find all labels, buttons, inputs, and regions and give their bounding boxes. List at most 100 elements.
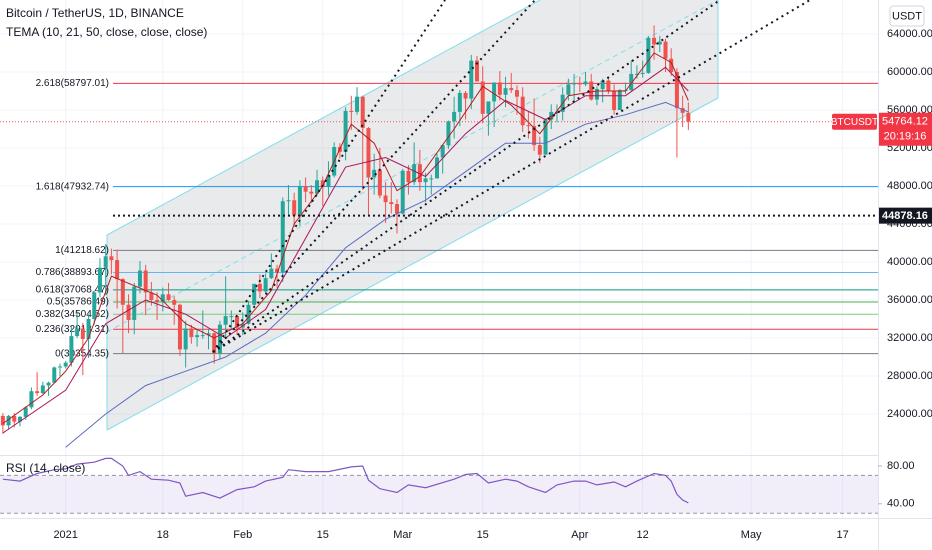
candle-body <box>417 164 422 183</box>
tema-lines <box>2 52 689 448</box>
currency-box[interactable] <box>889 5 925 27</box>
fib-label: 0.382(34504.52) <box>36 309 109 320</box>
candle-body <box>189 328 194 338</box>
fib-label: 0.5(35786.49) <box>47 297 109 308</box>
candle-body <box>115 260 120 280</box>
fib-label: 1.618(47932.74) <box>36 181 109 192</box>
candle-body <box>252 283 257 305</box>
candle-body <box>355 96 360 112</box>
y-tick-label: 36000.00 <box>887 294 932 306</box>
y-tick-label: 28000.00 <box>887 370 932 382</box>
x-tick-label: 18 <box>157 529 169 541</box>
candle-body <box>126 304 131 320</box>
candle-body <box>235 316 240 328</box>
candle-body <box>480 81 485 114</box>
candle-body <box>463 92 468 99</box>
candle-body <box>286 200 291 202</box>
y-tick-label: 32000.00 <box>887 332 932 344</box>
candle-body <box>246 304 251 324</box>
candle-body <box>435 157 440 179</box>
candle-body <box>492 82 497 102</box>
candle-body <box>349 110 354 112</box>
candle-body <box>606 80 611 91</box>
candle-body <box>223 316 228 325</box>
candle-body <box>514 90 519 97</box>
candles <box>0 25 691 434</box>
fib-label: 1(41218.62) <box>55 245 109 256</box>
candle-body <box>103 256 108 268</box>
candle-body <box>69 336 74 363</box>
candle-body <box>669 58 674 73</box>
trend-line <box>212 0 536 353</box>
candle-body <box>406 170 411 183</box>
candle-body <box>412 164 417 183</box>
y-tick-label: 40.00 <box>887 498 915 510</box>
tema-line <box>2 66 689 434</box>
candle-body <box>469 60 474 99</box>
candle-body <box>583 81 588 85</box>
candle-body <box>177 304 182 350</box>
candle-body <box>526 125 531 127</box>
candle-body <box>537 145 542 155</box>
y-tick-label: 60000.00 <box>887 66 932 78</box>
candle-body <box>629 73 634 91</box>
level-label: 44878.16 <box>882 210 928 222</box>
candle-body <box>109 256 114 261</box>
candle-body <box>543 119 548 155</box>
candle-body <box>497 82 502 95</box>
y-tick-label: 40000.00 <box>887 256 932 268</box>
candle-body <box>0 415 5 426</box>
candle-body <box>183 328 188 350</box>
x-tick-label: Mar <box>393 529 412 541</box>
candle-body <box>680 108 685 113</box>
candle-body <box>149 292 154 300</box>
x-tick-label: 2021 <box>53 529 77 541</box>
channel-top <box>106 0 541 236</box>
candle-body <box>200 335 205 337</box>
currency: USDT <box>892 10 922 22</box>
candle-body <box>217 324 222 354</box>
last-price-box <box>879 112 932 146</box>
candle-body <box>452 111 457 122</box>
axes: 2021 18 Feb 15 Mar 15 Apr 12 May 17 24000.00 28000.… <box>53 28 932 541</box>
candle-body <box>57 366 62 368</box>
fib-label: 0.786(38893.67) <box>36 267 109 278</box>
candle-body <box>132 286 137 320</box>
candle-body <box>634 73 639 75</box>
y-tick-label: 24000.00 <box>887 408 932 420</box>
candle-body <box>457 92 462 112</box>
candle-body <box>120 279 125 305</box>
fib-label: 2.618(58797.01) <box>36 78 109 89</box>
candle-body <box>275 268 280 273</box>
candle-body <box>440 145 445 158</box>
candle-body <box>212 333 217 354</box>
x-tick-label: 15 <box>477 529 489 541</box>
candle-body <box>617 90 622 110</box>
candle-body <box>309 191 314 194</box>
candle-body <box>155 299 160 302</box>
candle-body <box>23 407 28 417</box>
candle-body <box>566 84 571 95</box>
candle-body <box>320 180 325 187</box>
channel-mid <box>106 0 719 333</box>
trend-line <box>212 0 446 353</box>
candle-body <box>206 333 211 336</box>
candle-body <box>503 88 508 95</box>
fib-label: 0.236(32918.31) <box>36 324 109 335</box>
candle-body <box>577 83 582 85</box>
candle-body <box>395 204 400 214</box>
candle-body <box>92 292 97 319</box>
candle-body <box>257 283 262 292</box>
candle-body <box>663 41 668 59</box>
candle-body <box>360 96 365 129</box>
candle-body <box>674 72 679 109</box>
candle-body <box>97 267 102 293</box>
y-tick-label: 64000.00 <box>887 28 932 40</box>
candle-body <box>509 88 514 91</box>
fib-label: 0.618(37068.47) <box>36 284 109 295</box>
x-tick-label: 15 <box>317 529 329 541</box>
candle-body <box>40 385 45 394</box>
candle-body <box>600 80 605 90</box>
candle-body <box>143 270 148 293</box>
x-tick-label: 12 <box>637 529 649 541</box>
